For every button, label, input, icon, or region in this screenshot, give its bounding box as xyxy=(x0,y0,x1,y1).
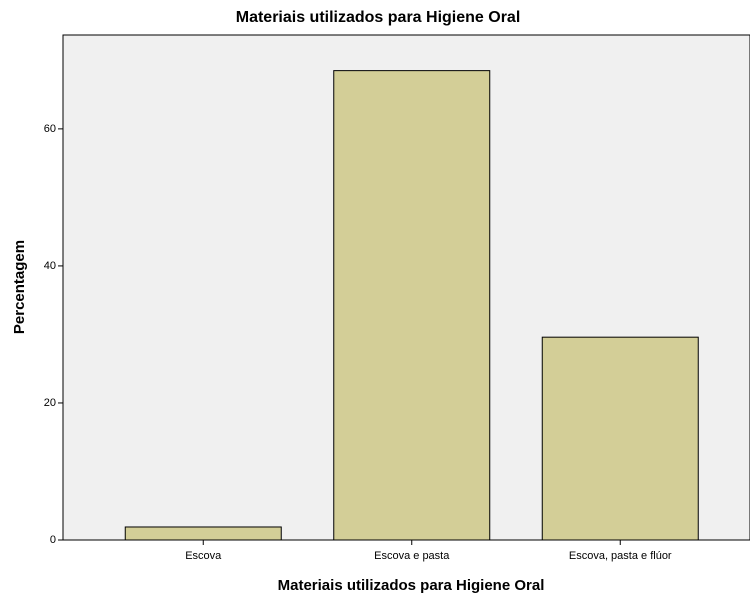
bar xyxy=(124,526,282,541)
y-tick-label: 20 xyxy=(44,397,56,409)
x-tick-label: Escova xyxy=(185,550,222,562)
y-axis-title: Percentagem xyxy=(11,240,28,334)
x-axis-title: Materiais utilizados para Higiene Oral xyxy=(278,577,545,594)
x-tick-label: Escova e pasta xyxy=(374,550,450,562)
bar xyxy=(541,336,699,541)
y-tick-label: 0 xyxy=(50,534,56,546)
chart-title: Materiais utilizados para Higiene Oral xyxy=(236,9,521,26)
y-tick-label: 40 xyxy=(44,260,56,272)
x-tick-label: Escova, pasta e flúor xyxy=(569,550,672,562)
y-tick-label: 60 xyxy=(44,123,56,135)
bar xyxy=(333,70,491,541)
